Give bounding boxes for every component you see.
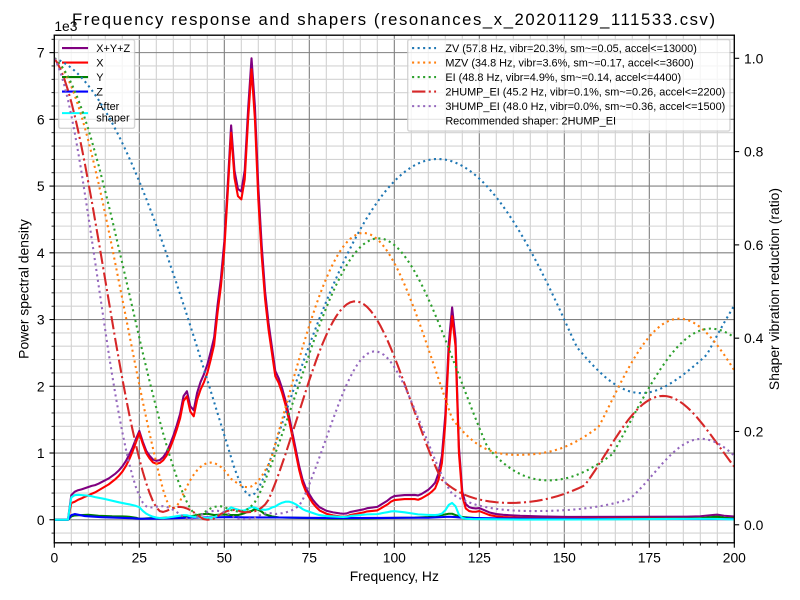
svg-text:50: 50	[217, 550, 233, 566]
svg-text:ZV (57.8 Hz, vibr=20.3%, sm~=0: ZV (57.8 Hz, vibr=20.3%, sm~=0.05, accel…	[445, 43, 697, 55]
svg-text:0: 0	[37, 512, 45, 528]
svg-text:1: 1	[37, 445, 45, 461]
svg-text:75: 75	[302, 550, 318, 566]
svg-text:0.0: 0.0	[744, 517, 764, 533]
svg-text:100: 100	[383, 550, 406, 566]
svg-text:3HUMP_EI (48.0 Hz, vibr=0.0%,: 3HUMP_EI (48.0 Hz, vibr=0.0%, sm~=0.36, …	[445, 101, 725, 113]
svg-text:2HUMP_EI (45.2 Hz, vibr=0.1%,: 2HUMP_EI (45.2 Hz, vibr=0.1%, sm~=0.26, …	[445, 86, 725, 98]
svg-text:125: 125	[468, 550, 491, 566]
svg-text:1.0: 1.0	[744, 50, 764, 66]
svg-text:5: 5	[37, 178, 45, 194]
svg-text:3: 3	[37, 312, 45, 328]
svg-text:175: 175	[638, 550, 661, 566]
svg-text:Y: Y	[96, 72, 104, 84]
svg-text:EI (48.8 Hz, vibr=4.9%, sm~=0.: EI (48.8 Hz, vibr=4.9%, sm~=0.14, accel<…	[445, 72, 681, 84]
svg-text:Shaper vibration reduction (ra: Shaper vibration reduction (ratio)	[766, 188, 782, 390]
svg-text:0.6: 0.6	[744, 237, 764, 253]
svg-text:0.4: 0.4	[744, 330, 764, 346]
svg-text:0.2: 0.2	[744, 424, 764, 440]
svg-text:4: 4	[37, 245, 45, 261]
svg-text:Frequency response and shapers: Frequency response and shapers (resonanc…	[72, 10, 717, 29]
svg-text:shaper: shaper	[96, 113, 130, 125]
svg-text:0.8: 0.8	[744, 144, 764, 160]
svg-text:X+Y+Z: X+Y+Z	[96, 43, 130, 55]
svg-text:After: After	[96, 101, 119, 113]
svg-text:25: 25	[132, 550, 148, 566]
svg-text:1e3: 1e3	[54, 18, 77, 34]
svg-text:150: 150	[553, 550, 576, 566]
svg-text:200: 200	[723, 550, 746, 566]
svg-text:0: 0	[50, 550, 58, 566]
svg-text:Z: Z	[96, 86, 103, 98]
svg-text:2: 2	[37, 378, 45, 394]
svg-text:X: X	[96, 57, 104, 69]
svg-text:Recommended shaper: 2HUMP_EI: Recommended shaper: 2HUMP_EI	[445, 115, 616, 127]
svg-text:MZV (34.8 Hz, vibr=3.6%, sm~=0: MZV (34.8 Hz, vibr=3.6%, sm~=0.17, accel…	[445, 57, 694, 69]
svg-text:Frequency, Hz: Frequency, Hz	[350, 568, 439, 584]
svg-text:Power spectral density: Power spectral density	[15, 219, 31, 359]
svg-text:7: 7	[37, 45, 45, 61]
svg-text:6: 6	[37, 111, 45, 127]
